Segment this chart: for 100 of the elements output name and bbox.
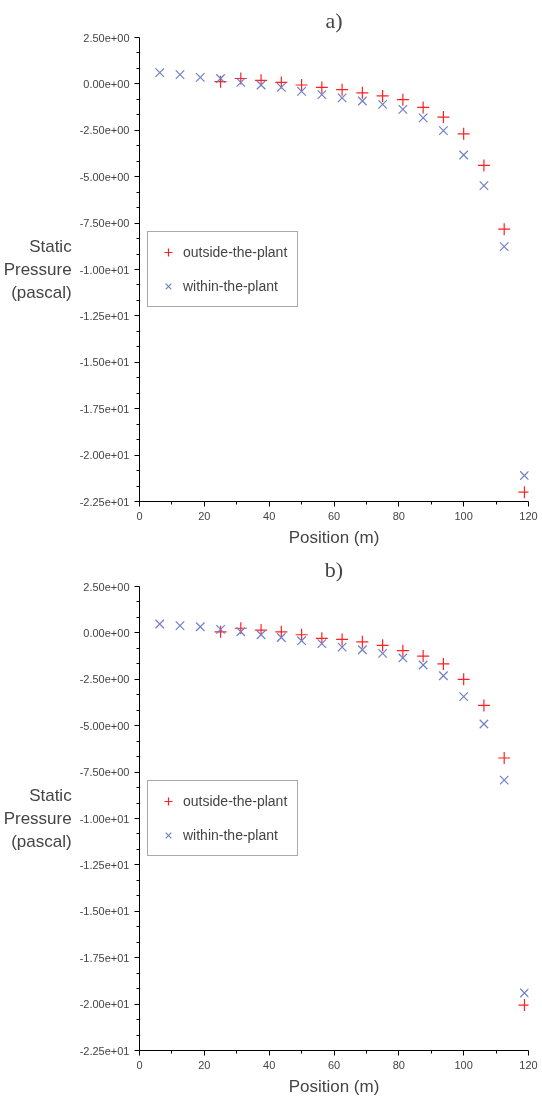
x-tick-label: 80 <box>392 1058 405 1071</box>
y-tick-label: -5.00e+00 <box>79 719 130 732</box>
x-tick-label: 0 <box>136 509 143 522</box>
point <box>519 988 529 998</box>
point <box>396 644 410 658</box>
point <box>436 110 451 124</box>
point <box>294 628 309 642</box>
point <box>234 621 248 635</box>
y-tick-label: 2.50e+00 <box>83 31 130 44</box>
x-axis-title: Position (m) <box>288 1076 380 1096</box>
point <box>154 67 165 78</box>
x-tick-label: 40 <box>263 1058 276 1071</box>
x-tick-label: 60 <box>327 509 341 522</box>
y-tick-label: -1.00e+01 <box>79 812 130 825</box>
y-tick-label: -2.50e+00 <box>79 673 130 686</box>
point <box>256 80 266 90</box>
legend-label: within-the-plant <box>183 278 278 294</box>
y-tick-label: -1.25e+01 <box>79 858 130 871</box>
point <box>213 75 228 89</box>
point <box>317 89 327 100</box>
point <box>377 648 388 659</box>
point <box>398 104 408 115</box>
point <box>457 672 471 686</box>
point <box>416 100 430 115</box>
point <box>497 222 511 236</box>
point <box>357 96 368 106</box>
x-tick-label: 120 <box>519 1058 538 1071</box>
chart-title: a) <box>325 7 343 33</box>
point <box>215 73 226 84</box>
point <box>416 649 430 663</box>
point <box>337 92 347 103</box>
point <box>274 625 288 639</box>
x-axis-title: Position (m) <box>288 527 380 547</box>
point <box>398 653 408 663</box>
point <box>497 751 511 765</box>
x-tick-label: 60 <box>327 1058 341 1071</box>
point <box>396 93 410 107</box>
point <box>315 80 329 95</box>
point <box>276 82 287 93</box>
y-tick-label: 0.00e+00 <box>83 626 130 639</box>
point <box>195 621 206 632</box>
point <box>355 635 369 649</box>
point <box>175 69 185 80</box>
y-tick-label: -2.00e+01 <box>79 449 130 462</box>
x-tick-label: 0 <box>136 1058 143 1071</box>
legend-label: outside-the-plant <box>183 793 288 809</box>
x-tick-label: 40 <box>263 509 276 522</box>
y-tick-label: -2.00e+01 <box>79 998 130 1011</box>
point <box>296 86 307 97</box>
point <box>477 158 491 172</box>
x-tick-label: 80 <box>392 509 405 522</box>
point <box>294 78 309 92</box>
point <box>418 113 428 123</box>
point <box>377 99 388 110</box>
y-axis-title: Static Pressure (pascal) <box>3 786 73 851</box>
y-tick-label: -2.25e+01 <box>79 1044 130 1057</box>
point <box>335 83 349 97</box>
point <box>458 691 469 702</box>
x-tick-label: 120 <box>519 509 538 522</box>
point <box>355 86 369 100</box>
point <box>436 657 451 671</box>
point <box>479 180 489 191</box>
point <box>235 77 246 88</box>
point <box>438 670 449 681</box>
point <box>517 485 529 499</box>
x-tick-label: 20 <box>198 1058 211 1071</box>
point <box>215 624 226 635</box>
point <box>499 775 510 785</box>
y-tick-label: -1.75e+01 <box>79 402 130 415</box>
legend-label: outside-the-plant <box>183 244 288 260</box>
point <box>477 698 491 713</box>
point <box>418 660 428 670</box>
point <box>154 619 165 629</box>
point <box>296 635 307 646</box>
y-tick-label: 2.50e+00 <box>83 580 130 593</box>
y-tick-label: -2.50e+00 <box>79 124 130 137</box>
point <box>175 620 185 631</box>
point <box>235 626 246 637</box>
y-tick-label: -1.00e+01 <box>79 263 130 276</box>
point <box>376 89 390 103</box>
point <box>438 125 449 136</box>
point <box>276 632 287 643</box>
point <box>458 150 469 160</box>
point <box>213 625 228 639</box>
point <box>357 644 368 655</box>
y-tick-label: -1.75e+01 <box>79 951 130 964</box>
point <box>517 998 529 1012</box>
y-tick-label: -1.25e+01 <box>79 309 130 322</box>
y-tick-label: -7.50e+00 <box>79 217 130 230</box>
point <box>499 241 510 252</box>
point <box>317 638 327 649</box>
point <box>457 127 471 141</box>
point <box>195 72 206 83</box>
legend-label: within-the-plant <box>183 827 278 843</box>
y-tick-label: -1.50e+01 <box>79 905 130 918</box>
point <box>376 638 390 652</box>
point <box>256 629 266 640</box>
point <box>335 632 349 646</box>
point <box>234 71 248 86</box>
y-tick-label: -5.00e+00 <box>79 170 130 183</box>
